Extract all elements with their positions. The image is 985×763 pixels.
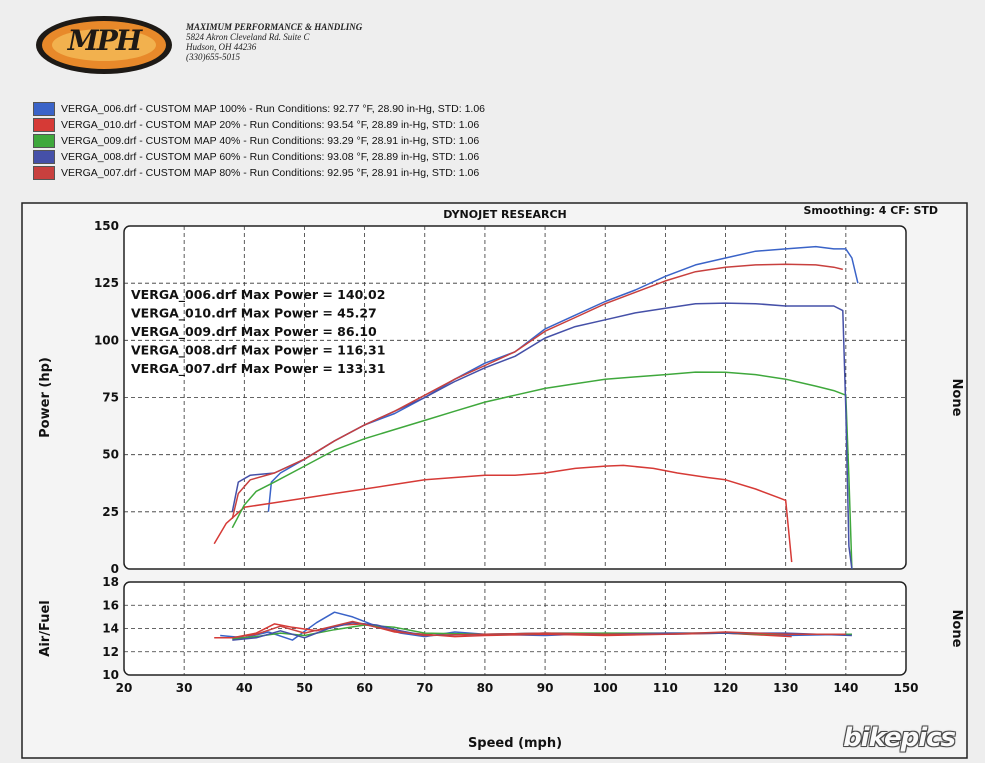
legend-swatch bbox=[33, 102, 55, 116]
company-address2: Hudson, OH 44236 bbox=[186, 42, 257, 52]
legend-label: VERGA_007.drf - CUSTOM MAP 80% - Run Con… bbox=[61, 167, 480, 179]
legend-item: VERGA_010.drf - CUSTOM MAP 20% - Run Con… bbox=[33, 117, 485, 133]
logo-text: MPH bbox=[67, 24, 143, 57]
company-address1: 5824 Akron Cleveland Rd. Suite C bbox=[186, 32, 310, 42]
power-ytick-label: 100 bbox=[94, 333, 119, 347]
legend-item: VERGA_007.drf - CUSTOM MAP 80% - Run Con… bbox=[33, 165, 485, 181]
legend-label: VERGA_006.drf - CUSTOM MAP 100% - Run Co… bbox=[61, 103, 486, 115]
afr-y-axis-label: Air/Fuel bbox=[38, 600, 53, 656]
x-tick-label: 50 bbox=[296, 681, 313, 695]
power-ytick-label: 0 bbox=[111, 562, 119, 576]
afr-plot-area bbox=[123, 581, 907, 676]
x-tick-label: 130 bbox=[773, 681, 798, 695]
chart-subtitle: Smoothing: 4 CF: STD bbox=[803, 204, 938, 217]
legend-swatch bbox=[33, 166, 55, 180]
power-series-line bbox=[213, 464, 793, 563]
company-info: MAXIMUM PERFORMANCE & HANDLING 5824 Akro… bbox=[186, 22, 362, 62]
x-tick-label: 60 bbox=[356, 681, 373, 695]
company-phone: (330)655-5015 bbox=[186, 52, 240, 62]
mph-logo bbox=[36, 16, 172, 74]
afr-right-label: None bbox=[949, 610, 964, 648]
max-power-annotation: VERGA_007.drf Max Power = 133.31 bbox=[131, 361, 385, 377]
afr-ytick-label: 14 bbox=[102, 622, 119, 636]
legend-item: VERGA_006.drf - CUSTOM MAP 100% - Run Co… bbox=[33, 101, 485, 117]
legend-item: VERGA_008.drf - CUSTOM MAP 60% - Run Con… bbox=[33, 149, 485, 165]
x-tick-label: 140 bbox=[833, 681, 858, 695]
legend-label: VERGA_009.drf - CUSTOM MAP 40% - Run Con… bbox=[61, 135, 480, 147]
x-tick-label: 40 bbox=[236, 681, 253, 695]
afr-ytick-label: 12 bbox=[102, 645, 119, 659]
max-power-annotation: VERGA_008.drf Max Power = 116.31 bbox=[131, 343, 385, 359]
chart-title: DYNOJET RESEARCH bbox=[443, 208, 566, 221]
x-tick-label: 30 bbox=[176, 681, 193, 695]
afr-series-line bbox=[232, 620, 846, 639]
power-ytick-label: 75 bbox=[102, 391, 119, 405]
max-power-annotation: VERGA_006.drf Max Power = 140.02 bbox=[131, 287, 385, 303]
afr-ytick-label: 10 bbox=[102, 668, 119, 682]
x-tick-label: 70 bbox=[416, 681, 433, 695]
afr-series-line bbox=[214, 623, 792, 639]
x-tick-label: 80 bbox=[477, 681, 494, 695]
run-legend: VERGA_006.drf - CUSTOM MAP 100% - Run Co… bbox=[33, 101, 485, 181]
legend-swatch bbox=[33, 134, 55, 148]
watermark: bikepics bbox=[843, 723, 956, 753]
power-ytick-label: 50 bbox=[102, 448, 119, 462]
power-series-line bbox=[231, 263, 843, 519]
afr-ytick-label: 18 bbox=[102, 575, 119, 589]
legend-label: VERGA_010.drf - CUSTOM MAP 20% - Run Con… bbox=[61, 119, 480, 131]
max-power-annotation: VERGA_009.drf Max Power = 86.10 bbox=[131, 324, 377, 340]
legend-swatch bbox=[33, 150, 55, 164]
max-power-annotation: VERGA_010.drf Max Power = 45.27 bbox=[131, 306, 377, 322]
x-tick-label: 100 bbox=[593, 681, 618, 695]
x-tick-label: 150 bbox=[893, 681, 918, 695]
power-ytick-label: 150 bbox=[94, 219, 119, 233]
legend-label: VERGA_008.drf - CUSTOM MAP 60% - Run Con… bbox=[61, 151, 480, 163]
afr-ytick-label: 16 bbox=[102, 598, 119, 612]
power-series-line bbox=[231, 371, 853, 570]
company-name: MAXIMUM PERFORMANCE & HANDLING bbox=[186, 22, 363, 32]
x-tick-label: 90 bbox=[537, 681, 554, 695]
x-axis-label: Speed (mph) bbox=[468, 736, 562, 751]
power-y-axis-label: Power (hp) bbox=[38, 357, 53, 438]
power-ytick-label: 25 bbox=[102, 505, 119, 519]
x-tick-label: 120 bbox=[713, 681, 738, 695]
legend-item: VERGA_009.drf - CUSTOM MAP 40% - Run Con… bbox=[33, 133, 485, 149]
legend-swatch bbox=[33, 118, 55, 132]
power-ytick-label: 125 bbox=[94, 276, 119, 290]
power-right-label: None bbox=[949, 379, 964, 417]
x-tick-label: 20 bbox=[116, 681, 133, 695]
power-plot-area bbox=[123, 225, 907, 570]
x-tick-label: 110 bbox=[653, 681, 678, 695]
